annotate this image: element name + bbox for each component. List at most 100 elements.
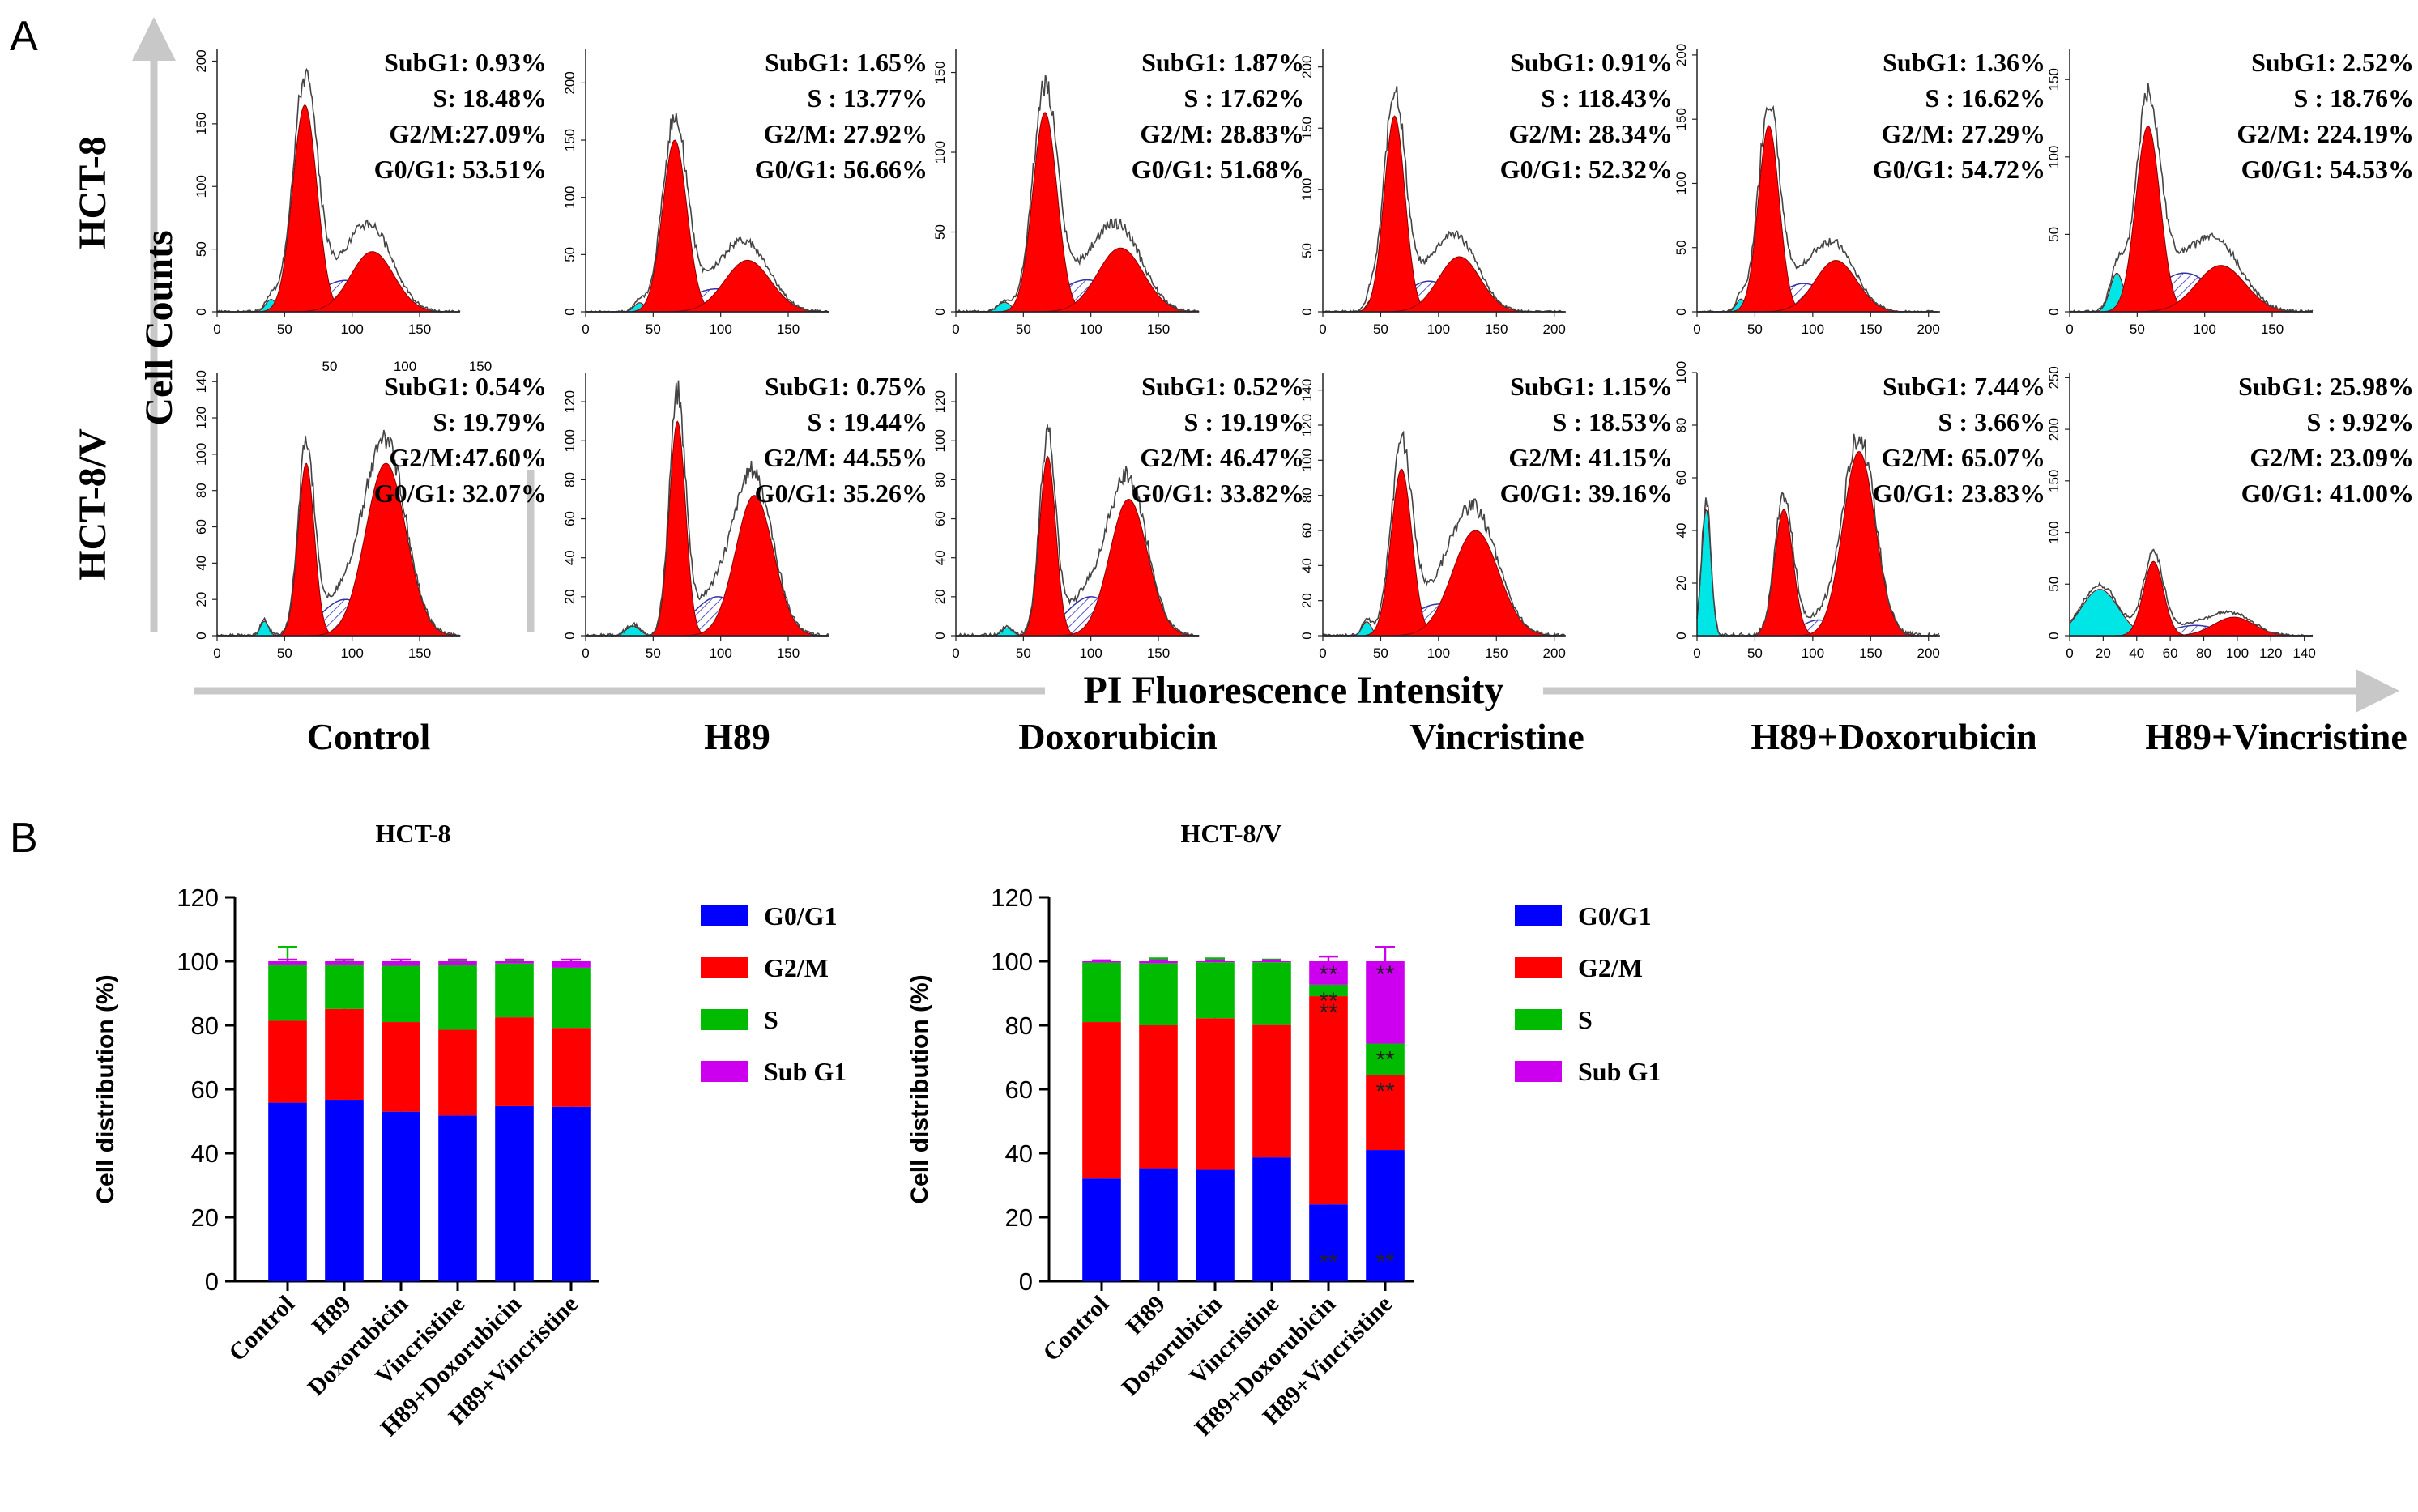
y-tick-label: 50: [194, 241, 209, 257]
x-tick-label: 100: [340, 645, 363, 661]
y-tick-label: 80: [1005, 1012, 1033, 1040]
y-tick-label: 80: [932, 472, 948, 488]
column-labels: Control H89 Doxorubicin Vincristine H89+…: [307, 716, 2407, 757]
bar-segment-subg1: [268, 961, 307, 965]
x-tick-label: 150: [777, 645, 800, 661]
x-tick-label: 150: [1147, 322, 1170, 337]
y-tick-label: 100: [1674, 361, 1689, 384]
g2m-peak: [1323, 256, 1565, 313]
bar-segment-g0g1: [438, 1115, 477, 1281]
legend-swatch: [701, 905, 748, 926]
x-tick-label: 20: [2096, 645, 2111, 661]
y-tick-label: 80: [1674, 418, 1689, 433]
y-tick-label: 120: [991, 884, 1033, 912]
y-tick-label: 100: [177, 948, 219, 976]
y-tick-label: 0: [932, 632, 948, 639]
x-tick-label: 150: [777, 322, 800, 337]
legend-label: S: [1578, 1005, 1593, 1034]
legend-swatch: [1515, 1009, 1562, 1030]
y-tick-label: 50: [2046, 227, 2062, 242]
y-tick-label: 60: [1674, 471, 1689, 486]
x-tick-label: 50: [646, 645, 661, 661]
y-tick-label: 60: [191, 1075, 219, 1104]
x-tick-label: 150: [408, 645, 431, 661]
x-tick-label: 200: [1917, 322, 1940, 337]
row-label-hct8: HCT-8: [71, 136, 114, 249]
g2m-peak: [1697, 260, 1939, 313]
y-tick-label: 40: [1299, 558, 1315, 573]
bar-segment-s: [1139, 963, 1178, 1025]
y-tick-label: 120: [932, 390, 948, 413]
histogram-1-5: 0 20 40 60 80 100 120 140 0 50 100 150 200 250 SubG1: …: [2046, 366, 2414, 661]
x-tick-label: 150: [1147, 645, 1170, 661]
y-tick-label: 80: [191, 1012, 219, 1040]
y-tick-label: 20: [1299, 593, 1315, 608]
stacked-bar-chart-1: HCT-8/V Cell distribution (%) 0 20 40 60 80 100…: [906, 819, 1661, 1442]
bar-segment-g0g1: [382, 1111, 420, 1281]
x-tick-label: 150: [1485, 645, 1508, 661]
y-tick-label: 40: [1674, 523, 1689, 539]
legend-swatch: [1515, 905, 1562, 926]
legend-swatch: [701, 1061, 748, 1082]
panel-a-label: A: [10, 13, 38, 60]
phase-percentage: S : 3.66%: [1938, 407, 2045, 437]
phase-percentage: G2/M: 44.55%: [763, 443, 928, 472]
phase-percentage: G0/G1: 52.32%: [1500, 155, 1673, 184]
column-label-h89-vincristine: H89+Vincristine: [2145, 716, 2407, 757]
bar-segment-g2m: [1309, 996, 1348, 1205]
y-tick-label: 0: [562, 632, 578, 639]
histogram-0-5: 0 50 100 150 0 50 100 150 SubG1: 2.52% S : 18.76%…: [2046, 48, 2414, 337]
phase-percentage: S : 17.62%: [1184, 83, 1304, 113]
phase-percentage: G2/M: 65.07%: [1881, 443, 2045, 472]
phase-percentage: S : 19.44%: [808, 407, 928, 437]
legend-label: G0/G1: [1578, 901, 1652, 931]
stray-tick-150: 150: [469, 359, 492, 374]
y-tick-label: 60: [194, 519, 209, 535]
phase-percentage: G0/G1: 41.00%: [2241, 479, 2414, 508]
x-tick-label: 50: [1747, 322, 1763, 337]
phase-percentage: S : 9.92%: [2307, 407, 2414, 437]
y-tick-label: 150: [2046, 470, 2062, 492]
y-tick-label: 200: [1299, 55, 1315, 78]
histogram-1-0: 0 50 100 150 0 20 40 60 80 100 120 140 SubG1: 0.54% S…: [194, 370, 547, 661]
y-tick-label: 0: [1674, 632, 1689, 639]
y-tick-label: 80: [1299, 488, 1315, 503]
x-tick-label: 0: [582, 322, 589, 337]
x-tick-label: 0: [1319, 645, 1326, 661]
x-tick-label: 50: [1373, 322, 1388, 337]
y-tick-label: 60: [1299, 523, 1315, 539]
bar-segment-g2m: [268, 1020, 307, 1103]
x-tick-label: 150: [1859, 322, 1882, 337]
x-tick-label: 0: [2066, 322, 2073, 337]
g2m-peak: [586, 259, 829, 313]
x-tick-label: 0: [952, 322, 959, 337]
phase-percentage: G0/G1: 54.72%: [1873, 155, 2045, 184]
significance-marker: **: [1375, 1249, 1395, 1276]
stacked-bar-chart-0: HCT-8 Cell distribution (%) 0 20 40 60 80 100 12…: [92, 819, 847, 1442]
row-label-hct8v: HCT-8/V: [71, 428, 114, 581]
phase-percentage: G0/G1: 53.51%: [374, 155, 547, 184]
y-tick-label: 40: [194, 556, 209, 571]
phase-percentage: S : 18.76%: [2294, 83, 2414, 113]
x-tick-label: 0: [1693, 645, 1700, 661]
y-tick-label: 0: [562, 308, 578, 315]
x-tick-label: 50: [1747, 645, 1763, 661]
phase-percentage: SubG1: 1.36%: [1883, 48, 2045, 77]
bar-segment-subg1: [1196, 961, 1235, 963]
x-tick-label: 50: [277, 645, 292, 661]
y-tick-label: 20: [1005, 1203, 1033, 1232]
phase-percentage: G2/M: 27.29%: [1881, 119, 2045, 148]
phase-percentage: SubG1: 0.54%: [384, 372, 547, 401]
x-tick-label: 100: [1802, 645, 1824, 661]
phase-percentage: SubG1: 1.65%: [765, 48, 928, 77]
phase-percentage: SubG1: 1.87%: [1141, 48, 1304, 77]
significance-marker: **: [1375, 961, 1395, 988]
x-tick-label: 150: [2261, 322, 2284, 337]
y-tick-label: 100: [2046, 146, 2062, 168]
y-tick-label: 0: [2046, 632, 2062, 639]
column-label-control: Control: [307, 716, 431, 757]
bar-segment-s: [268, 964, 307, 1021]
bar-segment-s: [1252, 962, 1291, 1025]
y-tick-label: 200: [1674, 44, 1689, 66]
